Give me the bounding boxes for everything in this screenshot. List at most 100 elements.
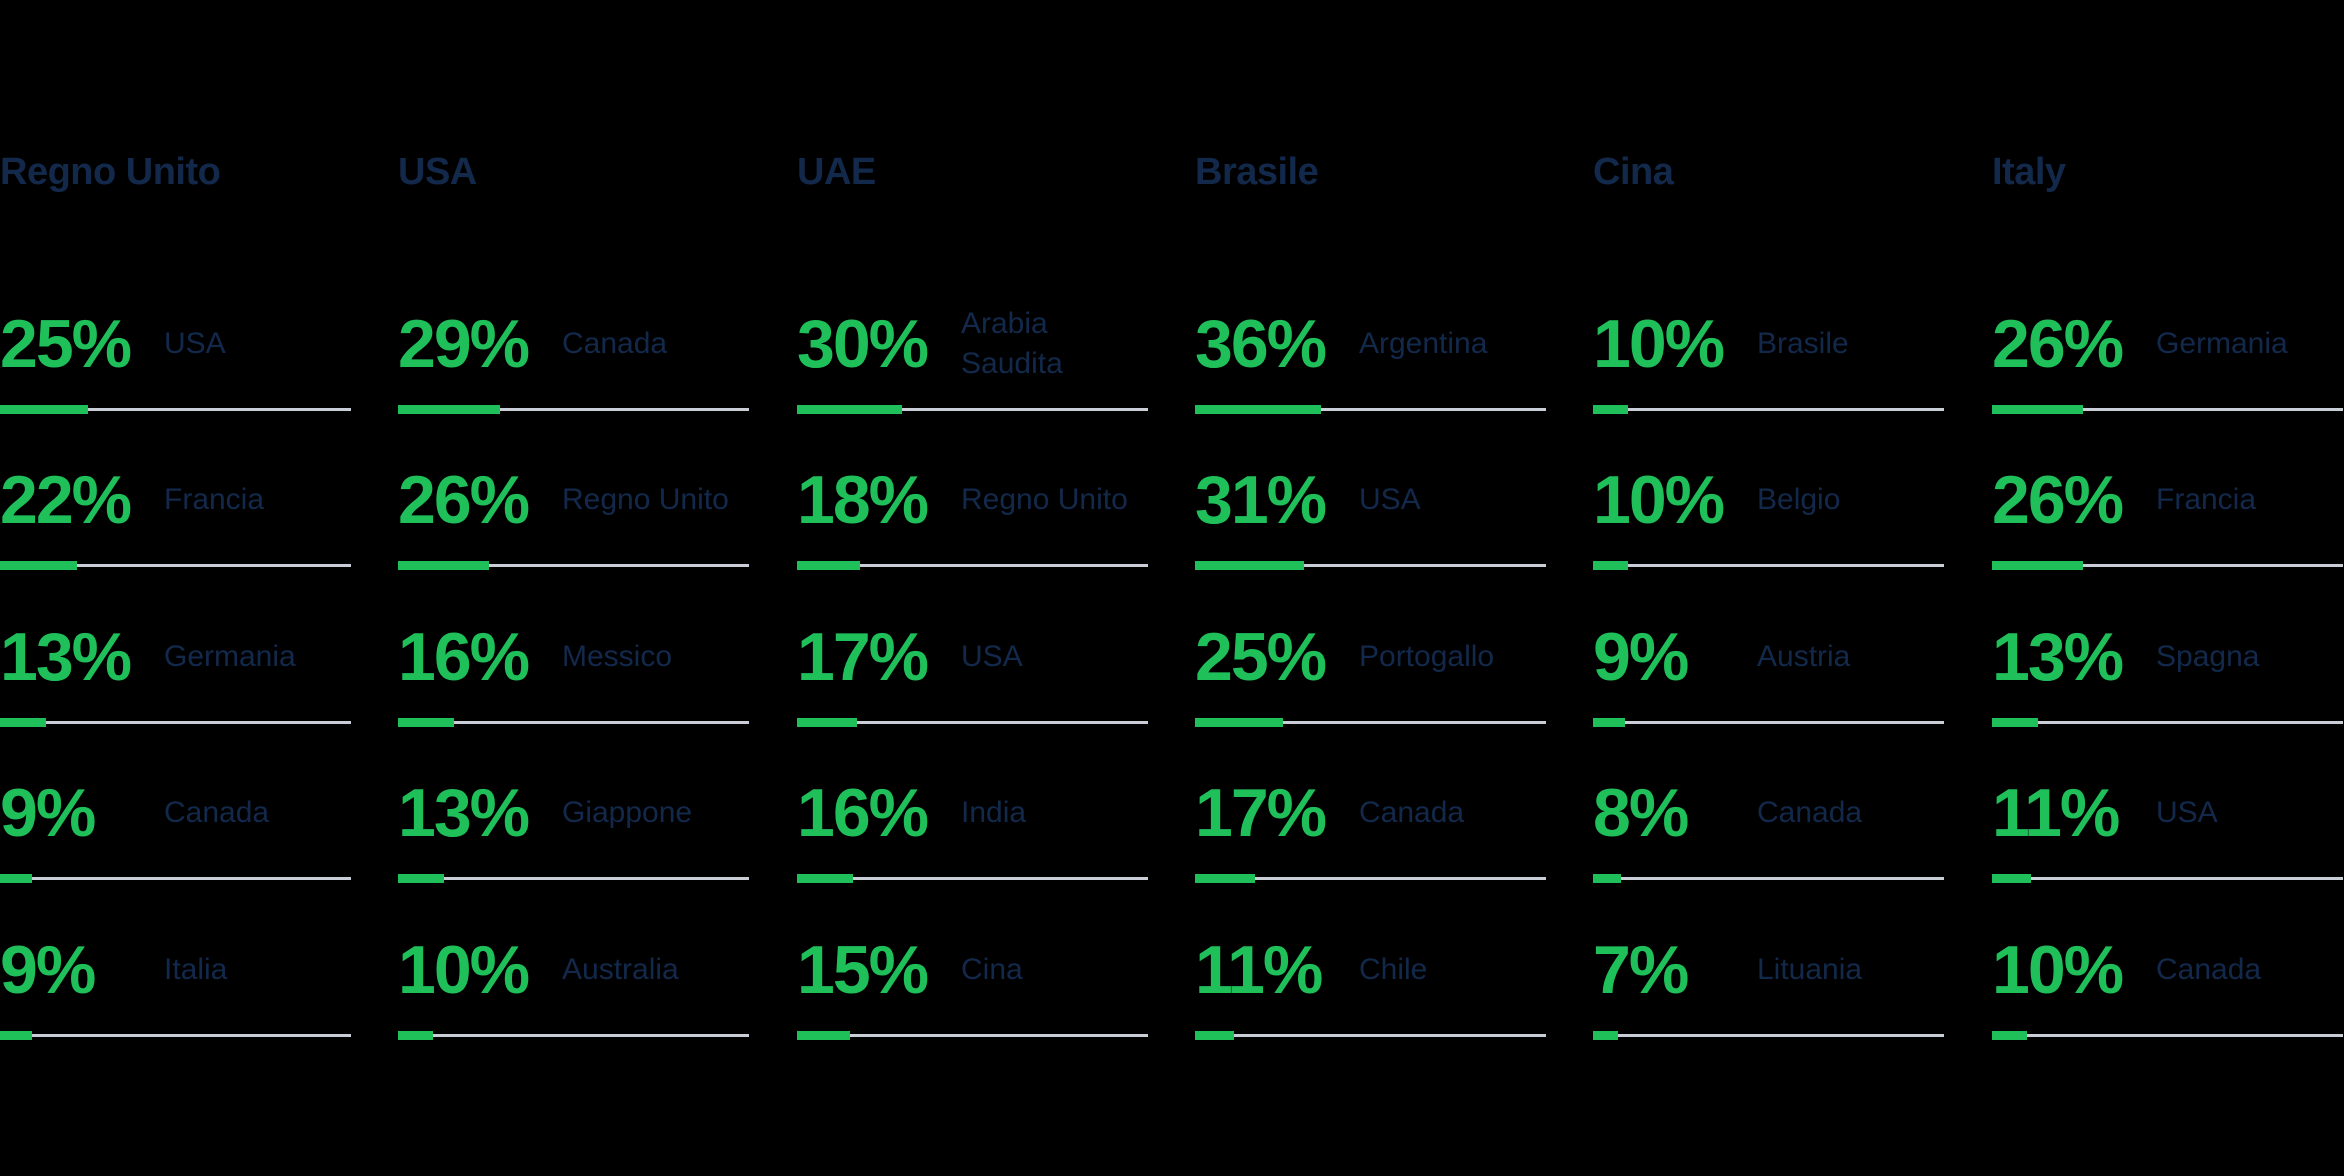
stat-row: 9% Austria	[1593, 605, 1944, 727]
column-title: Regno Unito	[0, 151, 221, 193]
column-title: Brasile	[1195, 151, 1319, 193]
country-column: Brasile 36% Argentina 31% USA 25% Portog…	[1195, 0, 1546, 1176]
stat-row-line: 30% Arabia Saudita	[797, 292, 1148, 396]
country-label: Francia	[2156, 483, 2257, 516]
progress-track	[797, 408, 1148, 411]
stat-row-line: 17% Canada	[1195, 761, 1546, 865]
column-title: Italy	[1992, 151, 2066, 193]
progress-bar	[1195, 561, 1546, 570]
progress-track	[0, 408, 351, 411]
stat-row: 18% Regno Unito	[797, 448, 1148, 570]
stat-row-line: 7% Lituania	[1593, 918, 1944, 1022]
stat-row: 25% USA	[0, 292, 351, 414]
progress-track	[1593, 564, 1944, 567]
stat-row-line: 10% Brasile	[1593, 292, 1944, 396]
progress-bar	[398, 874, 749, 883]
stat-row-line: 17% USA	[797, 605, 1148, 709]
country-label: Australia	[562, 953, 679, 986]
stat-row-line: 13% Giappone	[398, 761, 749, 865]
country-label: Messico	[562, 640, 673, 673]
progress-fill	[398, 874, 444, 883]
country-label: USA	[1359, 483, 1421, 516]
progress-track	[1992, 721, 2343, 724]
progress-track	[1593, 721, 1944, 724]
percentage-value: 13%	[0, 619, 132, 695]
progress-bar	[0, 405, 351, 414]
percentage-value: 18%	[797, 462, 929, 538]
progress-track	[1195, 877, 1546, 880]
progress-bar	[1195, 718, 1546, 727]
stat-row: 11% Chile	[1195, 918, 1546, 1040]
progress-bar	[0, 718, 351, 727]
stat-row-line: 26% Regno Unito	[398, 448, 749, 552]
progress-fill	[0, 718, 46, 727]
stat-row: 26% Francia	[1992, 448, 2343, 570]
progress-track	[0, 1034, 351, 1037]
country-label: USA	[164, 327, 226, 360]
progress-bar	[398, 718, 749, 727]
stat-row-line: 9% Canada	[0, 761, 351, 865]
percentage-value: 11%	[1992, 775, 2120, 851]
progress-track	[1593, 408, 1944, 411]
progress-fill	[797, 405, 903, 414]
stat-row-line: 10% Belgio	[1593, 448, 1944, 552]
country-label: Chile	[1359, 953, 1428, 986]
stat-row: 13% Germania	[0, 605, 351, 727]
column-title: USA	[398, 151, 477, 193]
stat-row: 26% Regno Unito	[398, 448, 749, 570]
progress-bar	[1992, 1031, 2343, 1040]
percentage-value: 10%	[1593, 306, 1725, 382]
progress-fill	[1992, 718, 2038, 727]
country-label: Lituania	[1757, 953, 1863, 986]
country-label: Germania	[164, 640, 296, 673]
progress-track	[0, 877, 351, 880]
progress-fill	[1195, 1031, 1234, 1040]
stat-row-line: 22% Francia	[0, 448, 351, 552]
progress-bar	[398, 1031, 749, 1040]
stat-row-line: 29% Canada	[398, 292, 749, 396]
percentage-value: 15%	[797, 932, 929, 1008]
progress-fill	[797, 561, 861, 570]
stat-row: 31% USA	[1195, 448, 1546, 570]
percentage-value: 9%	[0, 775, 96, 851]
country-label: Italia	[164, 953, 228, 986]
percentage-value: 26%	[398, 462, 530, 538]
progress-fill	[398, 1031, 434, 1040]
stat-row-line: 11% Chile	[1195, 918, 1546, 1022]
stat-row-line: 18% Regno Unito	[797, 448, 1148, 552]
progress-track	[1195, 408, 1546, 411]
stat-row: 7% Lituania	[1593, 918, 1944, 1040]
progress-fill	[0, 561, 78, 570]
percentage-value: 17%	[1195, 775, 1327, 851]
progress-bar	[1593, 1031, 1944, 1040]
percentage-value: 25%	[0, 306, 132, 382]
stat-row-line: 13% Germania	[0, 605, 351, 709]
stat-row: 9% Canada	[0, 761, 351, 883]
progress-track	[398, 1034, 749, 1037]
progress-bar	[1593, 874, 1944, 883]
progress-bar	[1992, 561, 2343, 570]
progress-track	[398, 564, 749, 567]
progress-bar	[1593, 718, 1944, 727]
country-column: Regno Unito 25% USA 22% Francia 13% Germ…	[0, 0, 351, 1176]
stat-row-line: 26% Germania	[1992, 292, 2343, 396]
country-label: Canada	[1359, 796, 1465, 829]
progress-fill	[1195, 874, 1255, 883]
country-label: Spagna	[2156, 640, 2260, 673]
progress-bar	[0, 874, 351, 883]
progress-track	[0, 721, 351, 724]
progress-track	[1593, 1034, 1944, 1037]
progress-track	[1992, 1034, 2343, 1037]
percentage-value: 10%	[398, 932, 530, 1008]
country-label: Canada	[2156, 953, 2262, 986]
country-label: USA	[961, 640, 1023, 673]
stat-row-line: 16% India	[797, 761, 1148, 865]
percentage-value: 30%	[797, 306, 929, 382]
progress-bar	[1992, 718, 2343, 727]
progress-fill	[1593, 561, 1629, 570]
progress-track	[1593, 877, 1944, 880]
progress-track	[797, 564, 1148, 567]
country-label: Francia	[164, 483, 265, 516]
percentage-value: 29%	[398, 306, 530, 382]
stat-row-line: 25% USA	[0, 292, 351, 396]
